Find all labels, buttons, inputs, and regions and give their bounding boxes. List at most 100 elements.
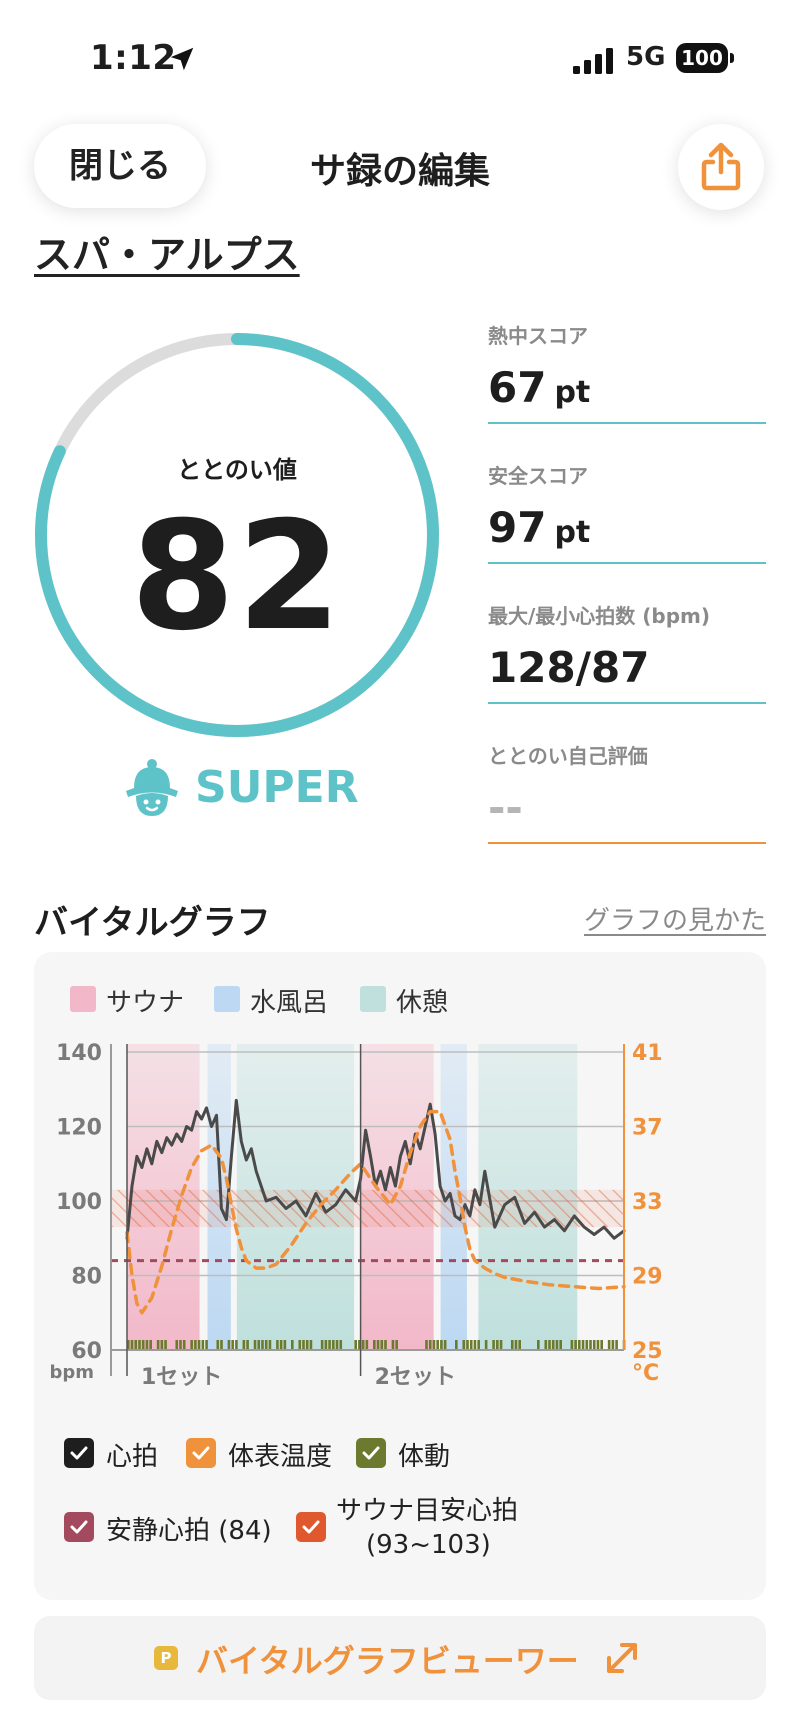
motion-tick (268, 1340, 272, 1350)
motion-tick (589, 1340, 592, 1350)
motion-tick (510, 1340, 514, 1350)
motion-tick (324, 1340, 328, 1350)
motion-tick (395, 1340, 398, 1350)
motion-tick (134, 1340, 138, 1350)
motion-tick (384, 1340, 387, 1350)
motion-tick (302, 1340, 305, 1350)
motion-tick (201, 1340, 205, 1350)
heat-score-divider (488, 422, 766, 424)
left-axis-unit: bpm (49, 1362, 94, 1383)
motion-tick (518, 1340, 521, 1350)
motion-tick (499, 1340, 503, 1350)
network-type: 5G (626, 42, 666, 72)
safety-score-unit: pt (554, 515, 591, 550)
motion-tick (227, 1340, 231, 1350)
motion-tick (339, 1340, 343, 1350)
motion-tick (242, 1340, 246, 1350)
motion-tick (141, 1340, 145, 1350)
right-axis-unit: °C (632, 1361, 659, 1386)
target-hr-checkbox[interactable] (296, 1512, 326, 1542)
motion-tick (253, 1340, 257, 1350)
motion-tick (164, 1340, 167, 1350)
heat-score-label: 熱中スコア (488, 324, 588, 348)
safety-score-divider (488, 562, 766, 564)
heart-rate-checkbox-label: 心拍 (106, 1442, 159, 1472)
rank-label: SUPER (195, 762, 359, 813)
motion-tick (149, 1340, 152, 1350)
motion-tick (559, 1340, 562, 1350)
motion-tick (175, 1340, 179, 1350)
gauge-value: 82 (130, 490, 344, 664)
heart-rate-stat: 最大/最小心拍数 (bpm) 128/87 (488, 600, 766, 704)
motion-tick (332, 1340, 335, 1350)
motion-tick (578, 1340, 581, 1350)
set-label: 2セット (375, 1365, 456, 1390)
motion-tick (373, 1340, 376, 1350)
self-rating-stat[interactable]: ととのい自己評価 -- (488, 740, 766, 844)
motion-tick (537, 1340, 540, 1350)
motion-tick (425, 1340, 428, 1350)
motion-tick (283, 1340, 287, 1350)
motion-tick (305, 1340, 309, 1350)
vital-graph-viewer-button[interactable]: P バイタルグラフビューワー (34, 1616, 766, 1700)
motion-tick (592, 1340, 596, 1350)
heart-rate-checkbox[interactable] (64, 1438, 94, 1468)
self-rating-value[interactable]: -- (488, 783, 523, 832)
motion-tick (496, 1340, 499, 1350)
motion-tick (298, 1340, 302, 1350)
left-tick-label: 60 (71, 1339, 102, 1364)
motion-tick (365, 1340, 369, 1350)
motion-tick (160, 1340, 164, 1350)
status-time: 1:12 (90, 38, 177, 78)
axes (110, 1044, 625, 1376)
motion-checkbox-label: 体動 (398, 1442, 451, 1472)
motion-tick (354, 1340, 357, 1350)
motion-tick (276, 1340, 279, 1350)
left-tick-label: 80 (71, 1265, 102, 1290)
motion-tick (216, 1340, 220, 1350)
motion-tick (335, 1340, 339, 1350)
motion-tick (611, 1340, 615, 1350)
cellular-signal-icon (573, 48, 613, 74)
vital-graph-card: サウナ 水風呂 休憩 140 120 100 80 60 41 37 33 29 25 bpm °C 1… (34, 952, 766, 1600)
share-button[interactable] (678, 124, 764, 210)
skin-temp-checkbox[interactable] (186, 1438, 216, 1468)
right-tick-label: 25 (632, 1339, 663, 1364)
facility-name-link[interactable]: スパ・アルプス (34, 233, 300, 277)
target-hr-checkbox-range: (93~103) (366, 1530, 491, 1560)
motion-tick (455, 1340, 458, 1350)
motion-tick (615, 1340, 618, 1350)
motion-tick (235, 1340, 238, 1350)
close-button[interactable]: 閉じる (34, 124, 206, 208)
safety-score-stat: 安全スコア 97 pt (488, 460, 766, 564)
target-hr-band (111, 1189, 624, 1263)
checkmark-icon (302, 1520, 320, 1534)
safety-score-label: 安全スコア (488, 464, 588, 488)
motion-tick (309, 1340, 313, 1350)
motion-tick (320, 1340, 324, 1350)
right-tick-label: 29 (632, 1265, 663, 1290)
motion-tick (440, 1340, 443, 1350)
skin-temp-line (125, 1109, 626, 1315)
checkmark-icon (70, 1520, 88, 1534)
set-label: 1セット (141, 1365, 222, 1390)
heat-score-stat: 熱中スコア 67 pt (488, 320, 766, 424)
resting-hr-checkbox[interactable] (64, 1512, 94, 1542)
motion-tick (469, 1340, 473, 1350)
left-tick-label: 120 (56, 1116, 102, 1141)
motion-tick (596, 1340, 600, 1350)
motion-checkbox[interactable] (356, 1438, 386, 1468)
target-hr-checkbox-label: サウナ目安心拍 (336, 1496, 519, 1526)
motion-tick (182, 1340, 186, 1350)
motion-tick (466, 1340, 469, 1350)
motion-tick (428, 1340, 432, 1350)
graph-guide-link[interactable]: グラフの見かた (583, 906, 766, 936)
motion-tick (190, 1340, 193, 1350)
motion-tick (264, 1340, 268, 1350)
motion-tick (391, 1340, 395, 1350)
motion-tick (376, 1340, 380, 1350)
page-title: サ録の編集 (309, 151, 490, 192)
motion-tick (548, 1340, 551, 1350)
motion-tick (179, 1340, 182, 1350)
motion-tick (555, 1340, 559, 1350)
